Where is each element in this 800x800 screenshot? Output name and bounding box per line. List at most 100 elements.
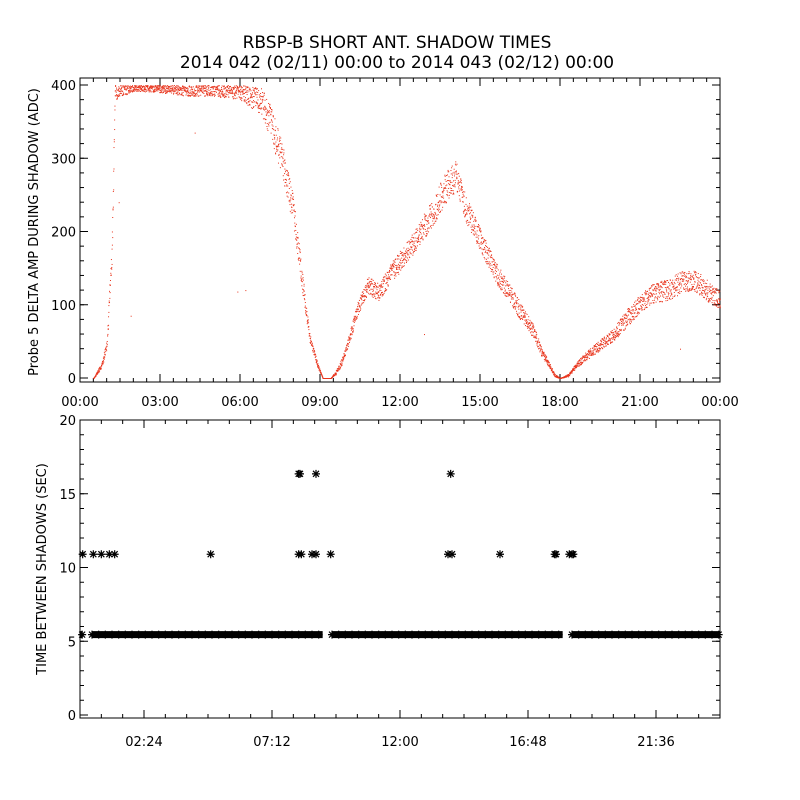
delta-amp-point — [707, 292, 709, 294]
delta-amp-point — [441, 201, 443, 203]
delta-amp-point — [668, 281, 670, 283]
delta-amp-point — [240, 94, 242, 96]
delta-amp-point — [247, 86, 249, 88]
delta-amp-point — [404, 255, 406, 257]
delta-amp-point — [627, 324, 629, 326]
delta-amp-point — [373, 285, 375, 287]
delta-amp-point — [157, 86, 159, 88]
delta-amp-point — [544, 359, 546, 361]
delta-amp-point — [375, 291, 377, 293]
delta-amp-point — [117, 94, 119, 96]
delta-amp-point — [152, 85, 154, 87]
delta-amp-point — [397, 258, 399, 260]
delta-amp-point — [276, 150, 278, 152]
delta-amp-point — [275, 153, 277, 155]
delta-amp-point — [393, 263, 395, 265]
delta-amp-point — [348, 345, 350, 347]
delta-amp-point — [596, 349, 598, 351]
delta-amp-point — [682, 280, 684, 282]
delta-amp-point — [603, 345, 605, 347]
delta-amp-point — [427, 221, 429, 223]
delta-amp-point — [297, 253, 299, 255]
delta-amp-point — [512, 297, 514, 299]
delta-amp-point — [680, 283, 682, 285]
delta-amp-point — [114, 109, 116, 111]
delta-amp-point — [450, 182, 452, 184]
delta-amp-point — [668, 288, 670, 290]
baseline-point — [141, 630, 150, 639]
delta-amp-point — [305, 314, 307, 316]
panel2-y-tick-label: 0 — [68, 709, 76, 724]
delta-amp-point — [351, 328, 353, 330]
delta-amp-point — [482, 242, 484, 244]
delta-amp-point — [471, 214, 473, 216]
delta-amp-point — [457, 182, 459, 184]
delta-amp-point — [450, 192, 452, 194]
delta-amp-point — [253, 90, 255, 92]
delta-amp-point — [613, 328, 615, 330]
baseline-point — [414, 630, 423, 639]
delta-amp-point — [399, 253, 401, 255]
delta-amp-point — [690, 273, 692, 275]
delta-amp-point — [101, 365, 103, 367]
delta-amp-point — [116, 88, 118, 90]
delta-amp-point — [274, 138, 276, 140]
delta-amp-point — [460, 189, 462, 191]
delta-amp-point — [495, 267, 497, 269]
delta-amp-point — [478, 242, 480, 244]
panel2-y-tick-label: 20 — [59, 414, 76, 429]
delta-amp-point — [600, 344, 602, 346]
delta-amp-point — [205, 91, 207, 93]
delta-amp-point — [681, 280, 683, 282]
delta-amp-point — [717, 301, 719, 303]
delta-amp-point — [597, 348, 599, 350]
delta-amp-point — [514, 293, 516, 295]
panel1-x-tick-label: 00:00 — [61, 395, 98, 410]
delta-amp-point — [521, 310, 523, 312]
delta-amp-point — [163, 85, 165, 87]
delta-amp-point — [318, 367, 320, 369]
baseline-point — [181, 630, 190, 639]
delta-amp-point — [98, 371, 100, 373]
delta-amp-point — [98, 370, 100, 372]
delta-amp-point — [233, 93, 235, 95]
delta-amp-point — [145, 89, 147, 91]
delta-amp-point — [127, 85, 129, 87]
delta-amp-point — [231, 90, 233, 92]
eleven-sec-point — [569, 550, 578, 559]
delta-amp-point — [108, 300, 110, 302]
delta-amp-point — [631, 306, 633, 308]
delta-amp-point — [321, 374, 323, 376]
baseline-point — [88, 630, 96, 639]
delta-amp-point — [315, 361, 317, 363]
delta-amp-point — [342, 360, 344, 362]
delta-amp-point — [625, 325, 627, 327]
delta-amp-point — [395, 275, 397, 277]
delta-amp-point — [297, 232, 299, 234]
delta-amp-point — [315, 359, 317, 361]
delta-amp-point — [704, 290, 706, 292]
delta-amp-point — [454, 173, 456, 175]
delta-amp-point — [572, 369, 574, 371]
delta-amp-point — [293, 210, 295, 212]
delta-amp-point — [450, 190, 452, 192]
delta-amp-point — [449, 180, 451, 182]
delta-amp-point — [640, 305, 642, 307]
delta-amp-point — [205, 92, 207, 94]
delta-amp-point — [674, 279, 676, 281]
delta-amp-point — [417, 229, 419, 231]
delta-amp-point — [196, 95, 198, 97]
delta-amp-point — [357, 306, 359, 308]
delta-amp-point — [281, 164, 283, 166]
baseline-point — [228, 630, 236, 639]
delta-amp-point — [414, 237, 416, 239]
eleven-sec-point — [297, 550, 306, 559]
delta-amp-point — [654, 287, 656, 289]
delta-amp-point — [658, 296, 660, 298]
delta-amp-point — [197, 89, 199, 91]
delta-amp-point — [235, 87, 237, 89]
delta-amp-point — [718, 303, 720, 305]
baseline-point — [328, 630, 336, 639]
delta-amp-point — [579, 363, 581, 365]
delta-amp-point — [153, 89, 155, 91]
